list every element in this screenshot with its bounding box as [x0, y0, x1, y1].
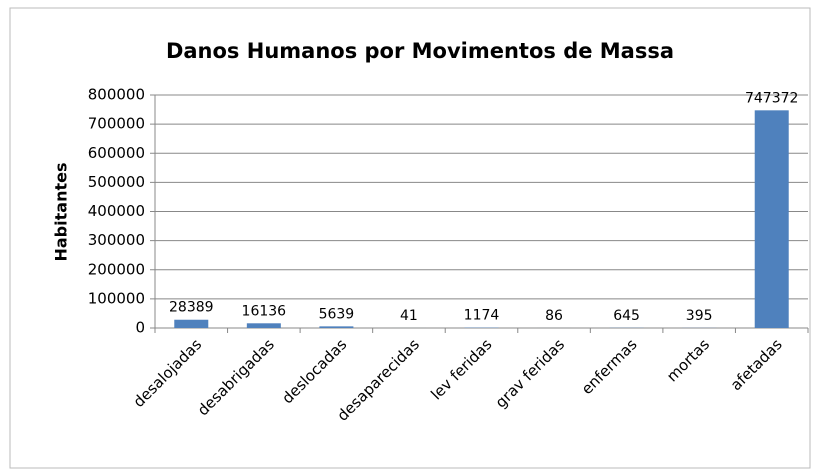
y-tick-label: 400000: [88, 202, 145, 220]
data-label: 41: [400, 308, 418, 324]
data-label: 645: [613, 308, 640, 324]
y-tick-label: 0: [135, 319, 145, 337]
data-label: 5639: [319, 306, 355, 322]
data-label: 86: [545, 308, 563, 324]
y-tick-label: 800000: [88, 86, 145, 104]
data-label: 16136: [242, 303, 287, 319]
y-tick-label: 300000: [88, 231, 145, 249]
bar: [174, 319, 209, 328]
bar: [319, 326, 354, 328]
bar: [246, 323, 281, 328]
y-axis-label: Habitantes: [52, 163, 71, 262]
y-tick-label: 100000: [88, 289, 145, 307]
y-tick-label: 500000: [88, 173, 145, 191]
y-tick-label: 600000: [88, 144, 145, 162]
chart-title: Danos Humanos por Movimentos de Massa: [166, 39, 674, 63]
data-label: 395: [686, 308, 713, 324]
bar: [754, 110, 789, 328]
data-label: 747372: [745, 90, 798, 106]
data-label: 28389: [169, 300, 214, 316]
data-label: 1174: [464, 308, 500, 324]
y-tick-label: 200000: [88, 260, 145, 278]
y-tick-label: 700000: [88, 115, 145, 133]
chart-border: [9, 7, 811, 469]
